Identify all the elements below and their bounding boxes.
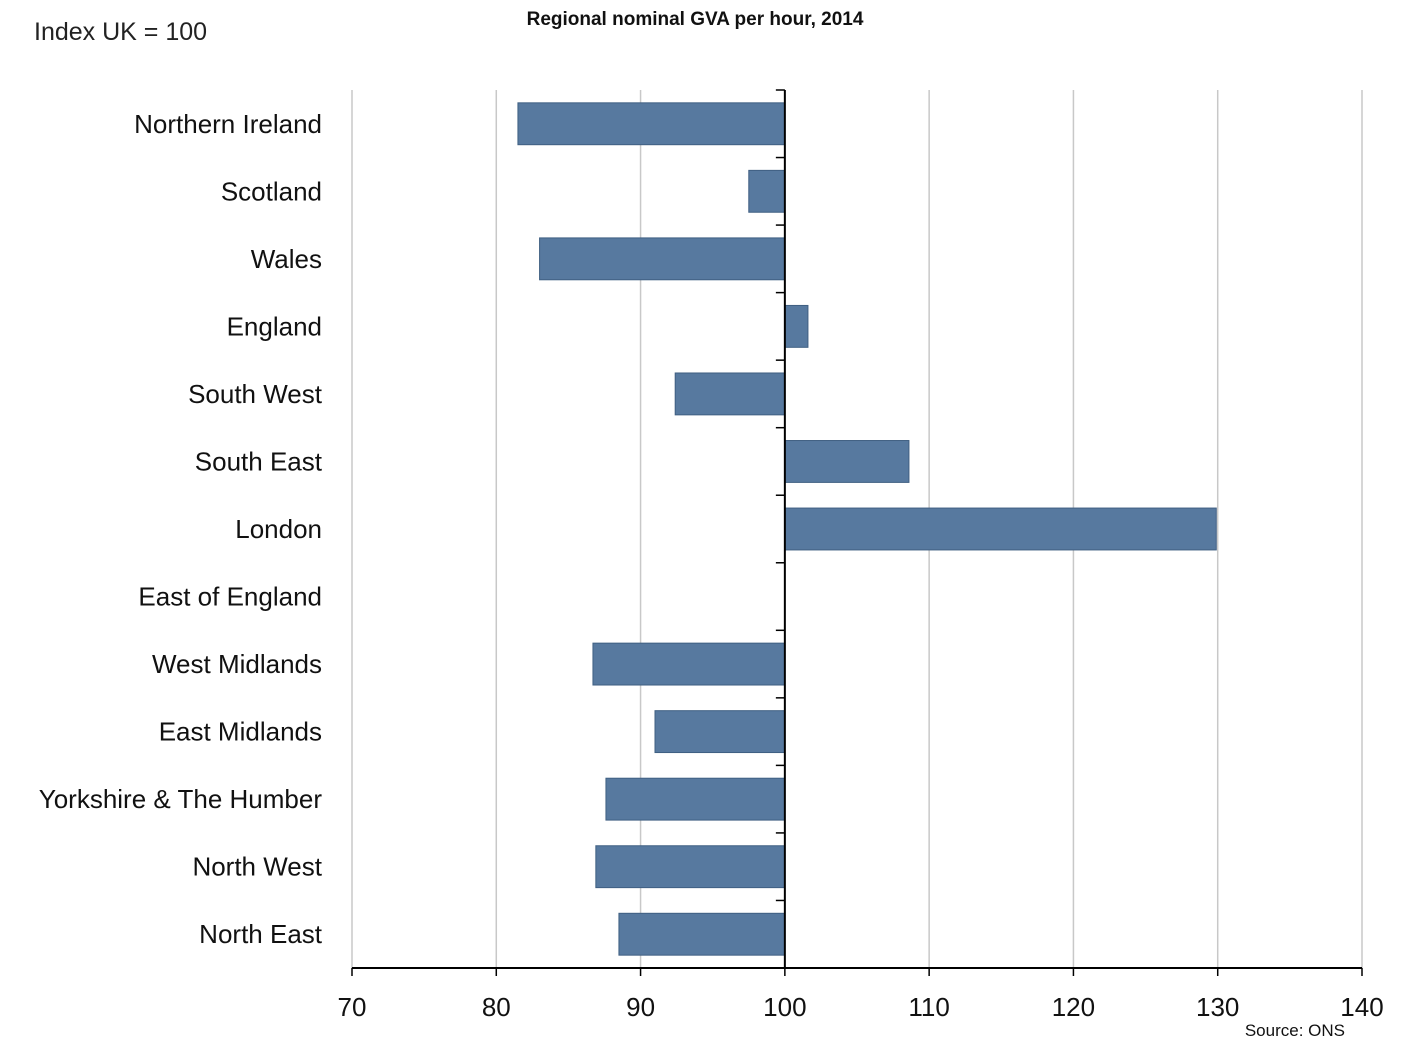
category-label-scotland: Scotland [221, 176, 322, 206]
category-label-north-east: North East [199, 919, 323, 949]
axis-layer: 70 80 90 100 110 120 130 140 [338, 89, 1384, 1022]
bar-wales [539, 237, 786, 281]
category-label-south-east: South East [195, 446, 323, 476]
category-label-london: London [235, 514, 322, 544]
x-tick-label-120: 120 [1052, 992, 1095, 1022]
category-label-north-west: North West [192, 852, 322, 882]
category-label-wales: Wales [251, 244, 322, 274]
bar-england [784, 304, 809, 348]
category-label-east-of-england: East of England [138, 582, 322, 612]
category-label-northern-ireland: Northern Ireland [134, 109, 322, 139]
bar-layer [517, 102, 1217, 956]
bar-scotland [748, 169, 786, 213]
x-tick-label-70: 70 [338, 992, 367, 1022]
category-label-south-west: South West [188, 379, 323, 409]
x-tick-label-90: 90 [626, 992, 655, 1022]
bar-west-midlands [592, 642, 786, 686]
bar-north-west [595, 845, 786, 889]
x-tick-label-80: 80 [482, 992, 511, 1022]
x-tick-label-110: 110 [908, 992, 949, 1022]
category-label-yorkshire-the-humber: Yorkshire & The Humber [39, 784, 323, 814]
x-tick-label-140: 140 [1340, 992, 1383, 1022]
bar-north-east [618, 912, 786, 956]
category-label-east-midlands: East Midlands [159, 717, 322, 747]
bar-east-midlands [654, 710, 786, 754]
bar-london [784, 507, 1217, 551]
category-label-west-midlands: West Midlands [152, 649, 322, 679]
category-label-england: England [227, 311, 322, 341]
x-tick-label-130: 130 [1196, 992, 1239, 1022]
x-tick-label-100: 100 [763, 992, 806, 1022]
bar-south-west [674, 372, 786, 416]
index-note: Index UK = 100 [34, 18, 207, 46]
source-note: Source: ONS [1245, 1021, 1345, 1039]
bar-south-east [784, 440, 910, 483]
chart-title: Regional nominal GVA per hour, 2014 [527, 9, 864, 30]
bar-yorkshire-the-humber [605, 777, 786, 821]
label-layer: Northern Ireland Scotland Wales England Sout… [39, 109, 323, 949]
bar-northern-ireland [517, 102, 786, 146]
